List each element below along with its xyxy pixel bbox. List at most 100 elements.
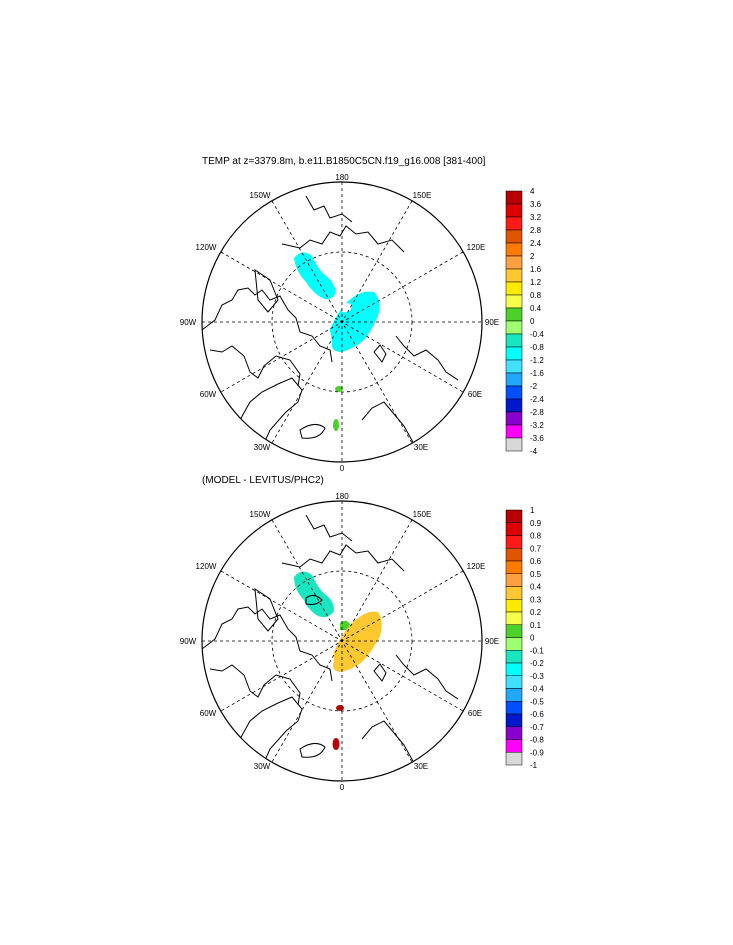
- top-patch-hole: [342, 303, 352, 313]
- top-colorbar-box: [505, 385, 523, 400]
- top-colorbar-box: [505, 333, 523, 348]
- top-lbl-120e: 120E: [467, 243, 486, 252]
- bottom-green-spot: [340, 620, 350, 631]
- bottom-colorbar-label: -0.6: [530, 710, 544, 719]
- top-green-spot-2: [333, 419, 339, 431]
- bottom-colorbar-box: [505, 688, 523, 702]
- top-colorbar-label: -2.4: [530, 395, 544, 404]
- top-lbl-90w: 90W: [180, 318, 197, 327]
- bottom-lbl-120w: 120W: [196, 562, 217, 571]
- bottom-colorbar-box: [505, 752, 523, 766]
- top-colorbar-label: -4: [530, 447, 538, 456]
- top-lbl-150e: 150E: [413, 191, 432, 200]
- top-colorbar-label: -0.4: [530, 330, 544, 339]
- bottom-colorbar-label: 0.4: [530, 583, 542, 592]
- top-colorbar-box: [505, 307, 523, 322]
- bottom-anomaly-patch-west: [294, 571, 334, 618]
- bottom-lbl-150w: 150W: [250, 510, 271, 519]
- bottom-lbl-0: 0: [340, 783, 345, 792]
- bottom-colorbar-label: 0.9: [530, 519, 542, 528]
- bottom-colorbar-box: [505, 637, 523, 651]
- bottom-colorbar-label: -0.5: [530, 697, 544, 706]
- bottom-lbl-90e: 90E: [485, 637, 499, 646]
- bottom-colorbar-box: [505, 650, 523, 664]
- top-colorbar-label: -1.2: [530, 356, 544, 365]
- bottom-map-fields: [202, 514, 459, 768]
- top-meridians: [202, 182, 482, 462]
- bottom-colorbar-label: 0.6: [530, 557, 542, 566]
- top-colorbar-box: [505, 229, 523, 244]
- top-colorbar-label: 3.2: [530, 213, 542, 222]
- bottom-coastlines: [202, 514, 459, 768]
- bottom-lbl-180: 180: [335, 492, 349, 501]
- top-colorbar-box: [505, 411, 523, 426]
- top-colorbar-box: [505, 242, 523, 257]
- bottom-colorbar-box: [505, 701, 523, 715]
- bottom-lbl-30w: 30W: [254, 762, 271, 771]
- top-lbl-120w: 120W: [196, 243, 217, 252]
- top-green-spot-1: [335, 386, 343, 392]
- top-lbl-0: 0: [340, 464, 345, 473]
- bottom-colorbar-label: -0.4: [530, 685, 544, 694]
- bottom-colorbar-label: -0.8: [530, 736, 544, 745]
- top-panel-title: TEMP at z=3379.8m, b.e11.B1850C5CN.f19_g…: [202, 156, 486, 167]
- top-colorbar-label: 2.8: [530, 226, 542, 235]
- top-lbl-180: 180: [335, 173, 349, 182]
- top-colorbar-box: [505, 294, 523, 309]
- bottom-lbl-60e: 60E: [468, 709, 482, 718]
- bottom-colorbar-box: [505, 509, 523, 523]
- bottom-meridians: [202, 501, 482, 781]
- top-lbl-90e: 90E: [485, 318, 499, 327]
- top-colorbar-label: -2: [530, 382, 538, 391]
- bottom-colorbar-label: -0.7: [530, 723, 544, 732]
- top-colorbar-label: 1.2: [530, 278, 542, 287]
- bottom-colorbar-box: [505, 611, 523, 625]
- bottom-colorbar-box: [505, 662, 523, 676]
- bottom-colorbar-box: [505, 573, 523, 587]
- bottom-colorbar: 1 0.9 0.8 0.7 0.6 0.5 0.4 0.3 0.2 0.1 0 -0.1 -0.2 -0.…: [505, 506, 544, 770]
- top-colorbar-label: -3.2: [530, 421, 544, 430]
- bottom-colorbar-label: -0.1: [530, 646, 544, 655]
- top-colorbar-label: 0.4: [530, 304, 542, 313]
- bottom-colorbar-label: 1: [530, 506, 535, 515]
- bottom-lbl-150e: 150E: [413, 510, 432, 519]
- bottom-colorbar-label: 0: [530, 634, 535, 643]
- top-map: 180 150W 150E 120W 120E 90W 90E 60W 60E …: [180, 173, 499, 473]
- top-colorbar-box: [505, 346, 523, 361]
- bottom-colorbar-label: 0.7: [530, 544, 542, 553]
- bottom-colorbar-box: [505, 586, 523, 600]
- bottom-panel-title: (MODEL - LEVITUS/PHC2): [202, 475, 324, 486]
- top-colorbar-box: [505, 437, 523, 452]
- bottom-colorbar-box: [505, 560, 523, 574]
- bottom-lbl-120e: 120E: [467, 562, 486, 571]
- top-colorbar-box: [505, 398, 523, 413]
- top-colorbar-box: [505, 190, 523, 205]
- bottom-colorbar-box: [505, 713, 523, 727]
- top-colorbar-label: 0.8: [530, 291, 542, 300]
- bottom-colorbar-box: [505, 535, 523, 549]
- top-colorbar-box: [505, 320, 523, 335]
- top-colorbar-label: 4: [530, 187, 535, 196]
- top-colorbar: 4 3.6 3.2 2.8 2.4 2 1.6 1.2 0.8 0.4 0 -0.4 -0.8 -1.2 -…: [505, 187, 544, 456]
- top-lbl-30w: 30W: [254, 443, 271, 452]
- top-colorbar-box: [505, 424, 523, 439]
- bottom-colorbar-label: 0.5: [530, 570, 542, 579]
- top-colorbar-label: 2: [530, 252, 535, 261]
- bottom-lbl-30e: 30E: [414, 762, 428, 771]
- top-map-border: [201, 181, 483, 463]
- bottom-colorbar-label: -0.2: [530, 659, 544, 668]
- bottom-colorbar-label: 0.8: [530, 532, 542, 541]
- top-lbl-60w: 60W: [200, 390, 217, 399]
- bottom-colorbar-box: [505, 675, 523, 689]
- top-colorbar-box: [505, 203, 523, 218]
- top-lbl-150w: 150W: [250, 191, 271, 200]
- bottom-colorbar-label: 0.3: [530, 595, 542, 604]
- bottom-patch-contour: [305, 594, 323, 605]
- bottom-colorbar-label: 0.2: [530, 608, 542, 617]
- top-colorbar-label: 1.6: [530, 265, 542, 274]
- top-colorbar-label: -2.8: [530, 408, 544, 417]
- top-colorbar-label: 0: [530, 317, 535, 326]
- top-colorbar-label: -3.6: [530, 434, 544, 443]
- top-colorbar-label: 2.4: [530, 239, 542, 248]
